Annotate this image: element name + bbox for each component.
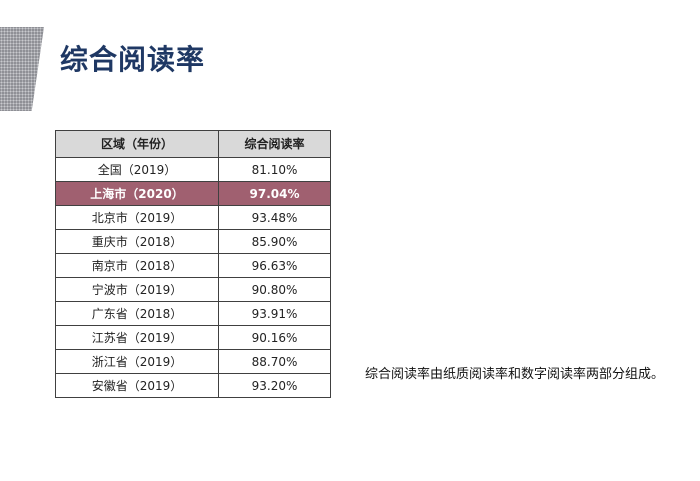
table-row: 上海市（2020） 97.04% [55, 181, 331, 206]
rate-cell: 96.63% [218, 253, 331, 278]
table-row: 江苏省（2019） 90.16% [55, 325, 331, 350]
table-row: 北京市（2019） 93.48% [55, 205, 331, 230]
region-cell: 浙江省（2019） [55, 349, 219, 374]
rate-cell: 90.80% [218, 277, 331, 302]
table-row: 重庆市（2018） 85.90% [55, 229, 331, 254]
reading-rate-table: 区域（年份） 综合阅读率 全国（2019） 81.10% 上海市（2020） 97.0… [55, 130, 331, 398]
rate-cell: 93.91% [218, 301, 331, 326]
region-cell: 安徽省（2019） [55, 373, 219, 398]
rate-cell: 93.20% [218, 373, 331, 398]
footnote-text: 综合阅读率由纸质阅读率和数字阅读率两部分组成。 [365, 367, 665, 382]
region-cell: 江苏省（2019） [55, 325, 219, 350]
rate-cell: 97.04% [218, 181, 331, 206]
rate-cell: 88.70% [218, 349, 331, 374]
column-header-region: 区域（年份） [55, 130, 219, 158]
table-row: 南京市（2018） 96.63% [55, 253, 331, 278]
table-body: 全国（2019） 81.10% 上海市（2020） 97.04% 北京市（2019） 93… [55, 157, 331, 398]
region-cell: 宁波市（2019） [55, 277, 219, 302]
table-row: 浙江省（2019） 88.70% [55, 349, 331, 374]
region-cell: 重庆市（2018） [55, 229, 219, 254]
slide-decoration [0, 27, 44, 111]
column-header-rate: 综合阅读率 [218, 130, 331, 158]
table-header-row: 区域（年份） 综合阅读率 [55, 130, 331, 158]
table-row: 安徽省（2019） 93.20% [55, 373, 331, 398]
table-row: 宁波市（2019） 90.80% [55, 277, 331, 302]
region-cell: 北京市（2019） [55, 205, 219, 230]
region-cell: 广东省（2018） [55, 301, 219, 326]
region-cell: 南京市（2018） [55, 253, 219, 278]
region-cell: 上海市（2020） [55, 181, 219, 206]
slide-title: 综合阅读率 [60, 43, 206, 76]
region-cell: 全国（2019） [55, 157, 219, 182]
rate-cell: 93.48% [218, 205, 331, 230]
rate-cell: 90.16% [218, 325, 331, 350]
rate-cell: 81.10% [218, 157, 331, 182]
table-row: 广东省（2018） 93.91% [55, 301, 331, 326]
table-row: 全国（2019） 81.10% [55, 157, 331, 182]
rate-cell: 85.90% [218, 229, 331, 254]
